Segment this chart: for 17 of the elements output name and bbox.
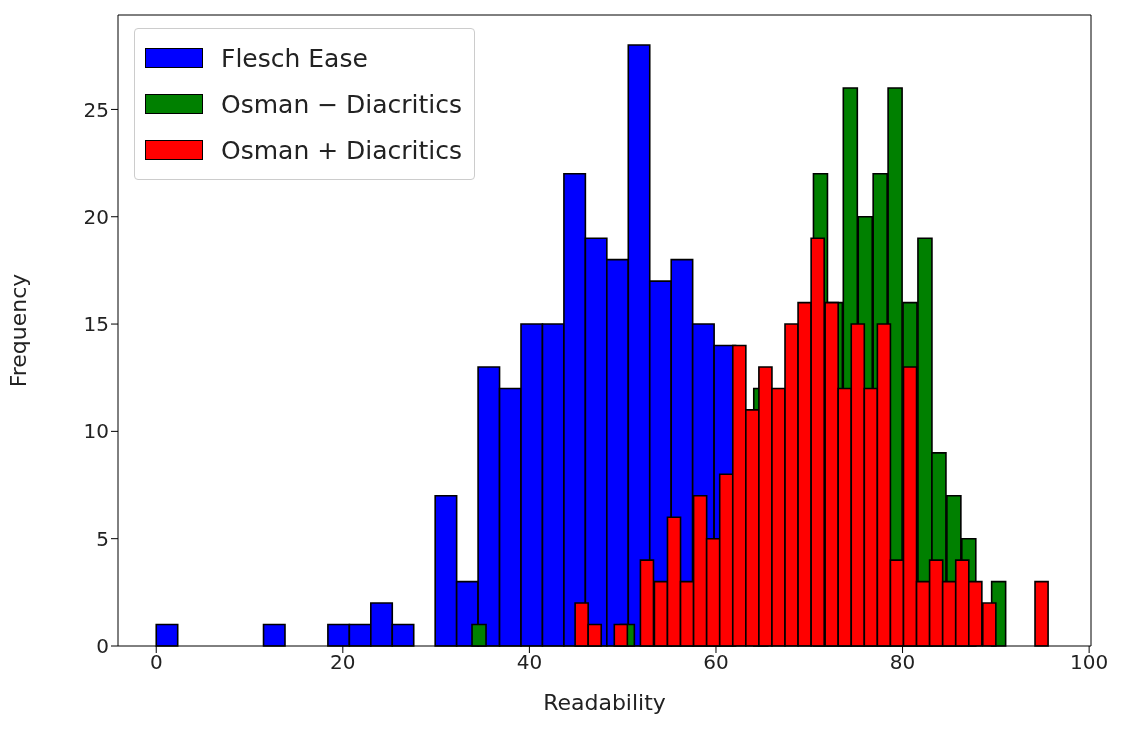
legend-label: Flesch Ease xyxy=(221,43,368,73)
y-axis-title: Frequency xyxy=(5,273,31,388)
x-tick-label: 80 xyxy=(889,650,916,675)
y-tick-label: 10 xyxy=(83,419,109,444)
y-tick-label: 25 xyxy=(83,97,109,122)
legend-label: Osman − Diacritics xyxy=(221,89,463,119)
x-tick-label: 100 xyxy=(1070,650,1109,675)
y-tick-label: 20 xyxy=(83,204,109,229)
x-tick-label: 20 xyxy=(330,650,356,675)
x-tick-label: 40 xyxy=(516,650,543,675)
legend-label: Osman + Diacritics xyxy=(221,135,463,165)
x-tick-label: 0 xyxy=(149,650,163,675)
y-tick-label: 5 xyxy=(96,526,109,551)
x-tick-label: 60 xyxy=(703,650,729,675)
y-tick-label: 0 xyxy=(96,634,109,659)
y-tick-label: 15 xyxy=(83,312,109,337)
x-axis-title: Readability xyxy=(543,690,666,715)
